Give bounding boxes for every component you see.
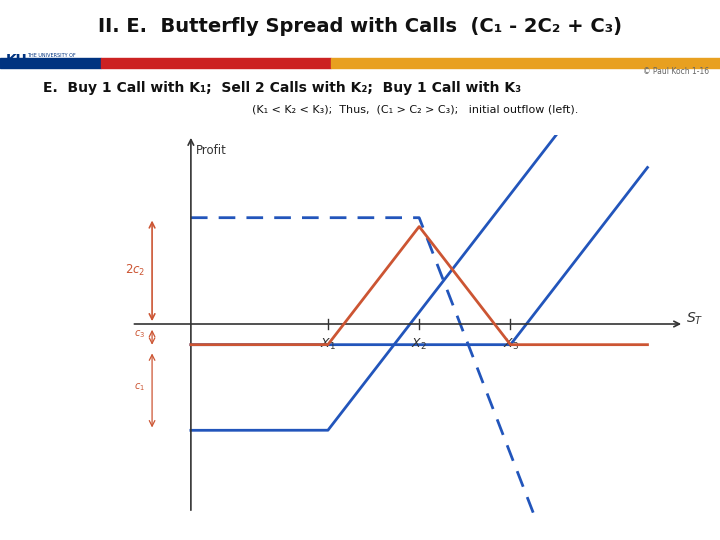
Text: $c_3$: $c_3$	[134, 328, 145, 340]
Text: E.  Buy 1 Call with K₁;  Sell 2 Calls with K₂;  Buy 1 Call with K₃: E. Buy 1 Call with K₁; Sell 2 Calls with…	[43, 81, 521, 94]
Text: $S_T$: $S_T$	[686, 311, 703, 327]
Text: KU: KU	[6, 53, 27, 67]
Text: $X_2$: $X_2$	[411, 337, 427, 352]
Bar	[101, 58, 331, 68]
Text: Profit: Profit	[197, 144, 228, 157]
Text: THE UNIVERSITY OF: THE UNIVERSITY OF	[27, 53, 76, 58]
Text: $X_1$: $X_1$	[320, 337, 336, 352]
Text: KANSAS: KANSAS	[27, 59, 69, 68]
Text: $2c_2$: $2c_2$	[125, 264, 145, 279]
Text: $X_3$: $X_3$	[503, 337, 518, 352]
Text: (K₁ < K₂ < K₃);  Thus,  (C₁ > C₂ > C₃);   initial outflow (left).: (K₁ < K₂ < K₃); Thus, (C₁ > C₂ > C₃); in…	[252, 104, 578, 114]
Bar	[0, 58, 101, 68]
Text: II. E.  Butterfly Spread with Calls  (C₁ - 2C₂ + C₃): II. E. Butterfly Spread with Calls (C₁ -…	[98, 17, 622, 37]
Text: $c_1$: $c_1$	[134, 382, 145, 394]
Bar	[331, 58, 720, 68]
Text: © Paul Koch 1-16: © Paul Koch 1-16	[643, 67, 709, 76]
